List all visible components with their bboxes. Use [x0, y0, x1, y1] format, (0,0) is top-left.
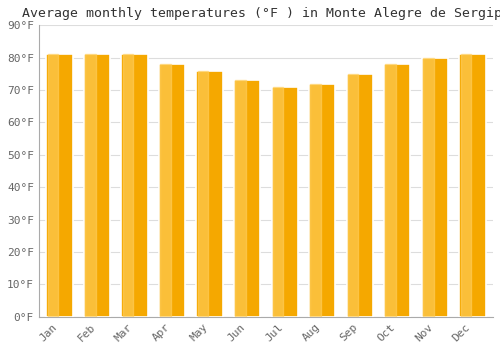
Bar	[272, 87, 298, 317]
Bar	[84, 55, 110, 317]
Bar	[386, 64, 396, 317]
Bar	[236, 80, 246, 317]
Bar	[48, 55, 58, 317]
Bar	[460, 55, 485, 317]
Bar	[346, 74, 373, 317]
Bar	[309, 84, 336, 317]
Bar	[310, 84, 321, 317]
Bar	[384, 64, 410, 317]
Bar	[198, 71, 208, 317]
Bar	[273, 87, 283, 317]
Bar	[460, 55, 471, 317]
Title: Average monthly temperatures (°F ) in Monte Alegre de Sergipe: Average monthly temperatures (°F ) in Mo…	[22, 7, 500, 20]
Bar	[122, 55, 133, 317]
Bar	[46, 55, 72, 317]
Bar	[122, 55, 148, 317]
Bar	[423, 58, 434, 317]
Bar	[159, 64, 185, 317]
Bar	[196, 71, 223, 317]
Bar	[348, 74, 358, 317]
Bar	[160, 64, 171, 317]
Bar	[234, 80, 260, 317]
Bar	[85, 55, 96, 317]
Bar	[422, 58, 448, 317]
